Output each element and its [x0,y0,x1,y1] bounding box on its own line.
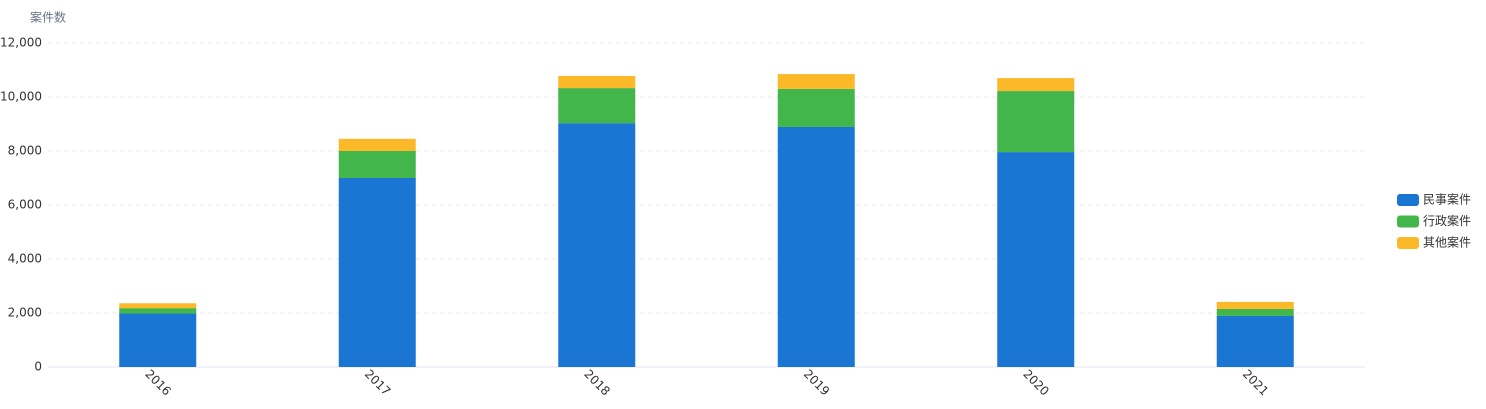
bar-segment [339,178,416,367]
bar-segment [119,308,196,313]
bar-segment [1217,302,1294,309]
y-tick-label: 0 [34,360,42,374]
bar-segment [339,139,416,151]
bar-segment [997,152,1074,367]
bar-segment [119,303,196,308]
y-axis-title: 案件数 [30,10,66,25]
x-tick-label: 2018 [581,367,612,398]
bar-segment [778,127,855,367]
legend-swatch [1397,194,1419,206]
legend-swatch [1397,237,1419,249]
x-tick-label: 2016 [142,367,173,398]
x-tick-label: 2019 [801,367,832,398]
y-tick-label: 10,000 [0,90,42,104]
y-tick-label: 4,000 [8,252,42,266]
legend-swatch [1397,216,1419,228]
bar-segment [778,74,855,89]
x-tick-label: 2020 [1020,367,1051,398]
bar-segment [558,76,635,88]
y-tick-label: 2,000 [8,306,42,320]
bar-segment [1217,309,1294,316]
y-tick-label: 12,000 [0,36,42,50]
legend-label: 行政案件 [1423,213,1471,228]
bar-segment [997,78,1074,91]
y-tick-label: 8,000 [8,144,42,158]
legend-label: 民事案件 [1423,192,1471,207]
bar-segment [778,89,855,127]
x-tick-label: 2017 [362,367,393,398]
bar-segment [339,151,416,178]
bar-segment [558,88,635,123]
bar-segment [119,314,196,367]
x-tick-label: 2021 [1240,367,1271,398]
legend-label: 其他案件 [1423,235,1471,250]
bar-segment [997,91,1074,152]
bar-segment [1217,316,1294,367]
y-tick-label: 6,000 [8,198,42,212]
bar-segment [558,123,635,367]
